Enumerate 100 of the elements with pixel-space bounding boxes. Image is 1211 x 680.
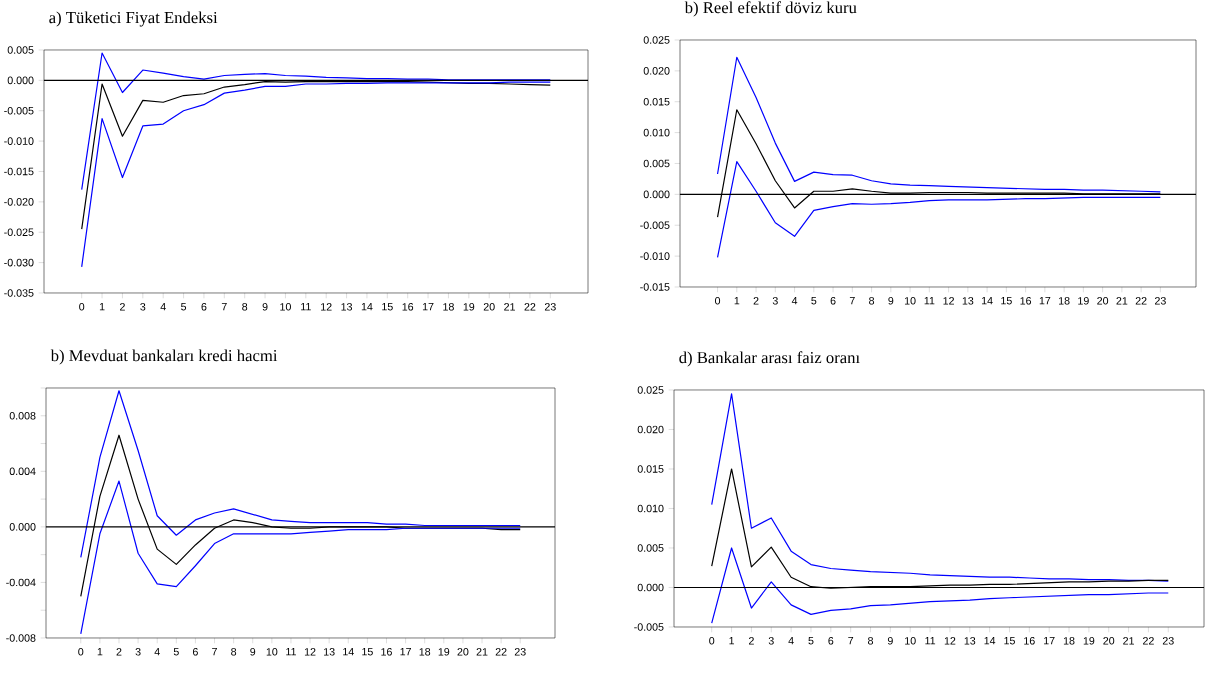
x-tick-label: 6 bbox=[828, 637, 834, 645]
x-tick-label: 14 bbox=[361, 303, 373, 311]
x-tick-label: 15 bbox=[382, 303, 393, 311]
y-tick-label: -0.005 bbox=[634, 623, 664, 631]
x-tick-label: 22 bbox=[495, 648, 507, 656]
y-tick-label: -0.008 bbox=[6, 634, 36, 642]
x-tick-label: 20 bbox=[483, 303, 495, 311]
x-tick-label: 12 bbox=[321, 303, 332, 311]
x-tick-label: 3 bbox=[140, 303, 146, 311]
x-tick-label: 16 bbox=[381, 648, 392, 656]
x-tick-label: 19 bbox=[438, 648, 450, 656]
x-tick-label: 23 bbox=[514, 648, 526, 656]
x-tick-label: 9 bbox=[262, 303, 268, 311]
x-tick-label: 0 bbox=[715, 297, 721, 305]
x-tick-label: 20 bbox=[457, 648, 469, 656]
x-tick-label: 14 bbox=[981, 297, 993, 305]
y-tick-label: 0.015 bbox=[637, 465, 664, 473]
x-tick-label: 1 bbox=[729, 637, 735, 645]
x-tick-label: 21 bbox=[476, 648, 488, 656]
x-tick-label: 14 bbox=[343, 648, 354, 656]
x-tick-label: 6 bbox=[830, 297, 836, 305]
x-tick-label: 9 bbox=[250, 648, 256, 656]
x-tick-label: 10 bbox=[904, 297, 916, 305]
y-tick-label: -0.004 bbox=[6, 578, 36, 587]
chart-title: b) Mevduat bankaları kredi hacmi bbox=[50, 349, 278, 365]
x-tick-label: 20 bbox=[1103, 637, 1115, 645]
y-tick-label: 0.005 bbox=[637, 544, 664, 552]
y-tick-label: -0.030 bbox=[4, 258, 34, 267]
x-tick-label: 2 bbox=[116, 648, 122, 656]
x-tick-label: 16 bbox=[1024, 637, 1035, 645]
x-tick-label: 11 bbox=[925, 637, 936, 645]
x-tick-label: 10 bbox=[280, 303, 291, 311]
x-tick-label: 3 bbox=[772, 297, 778, 305]
x-tick-label: 3 bbox=[768, 637, 774, 645]
x-tick-label: 7 bbox=[849, 297, 855, 305]
x-tick-label: 16 bbox=[402, 303, 414, 311]
x-tick-label: 15 bbox=[1004, 637, 1015, 645]
x-tick-label: 7 bbox=[848, 637, 854, 645]
x-tick-label: 13 bbox=[341, 303, 353, 311]
y-tick-label: 0.000 bbox=[637, 583, 664, 592]
y-tick-label: 0.020 bbox=[637, 425, 664, 434]
y-tick-label: 0.010 bbox=[637, 504, 664, 513]
y-tick-label: 0.025 bbox=[637, 386, 664, 394]
x-tick-label: 22 bbox=[1143, 637, 1154, 645]
x-tick-label: 4 bbox=[791, 297, 798, 305]
x-tick-label: 0 bbox=[709, 637, 715, 645]
x-tick-label: 20 bbox=[1097, 297, 1109, 305]
x-tick-label: 17 bbox=[422, 303, 434, 311]
y-tick-label: 0.008 bbox=[9, 411, 36, 420]
x-tick-label: 7 bbox=[212, 648, 217, 656]
x-tick-label: 21 bbox=[504, 303, 515, 311]
y-tick-label: 0.000 bbox=[9, 523, 36, 531]
y-tick-label: 0.015 bbox=[643, 97, 670, 106]
x-tick-label: 5 bbox=[173, 648, 179, 656]
x-tick-label: 23 bbox=[1162, 637, 1174, 645]
x-tick-label: 18 bbox=[443, 303, 454, 311]
x-tick-label: 11 bbox=[301, 303, 311, 311]
x-tick-label: 23 bbox=[544, 303, 556, 311]
x-tick-label: 5 bbox=[808, 637, 814, 645]
y-tick-label: -0.010 bbox=[4, 137, 34, 145]
x-tick-label: 23 bbox=[1155, 297, 1166, 305]
x-tick-label: 10 bbox=[905, 637, 916, 645]
x-tick-label: 9 bbox=[888, 297, 894, 305]
y-tick-label: 0.005 bbox=[7, 46, 34, 54]
x-tick-label: 13 bbox=[964, 637, 976, 645]
x-tick-label: 13 bbox=[324, 648, 335, 656]
y-tick-label: 0.004 bbox=[9, 467, 36, 476]
x-tick-label: 19 bbox=[1078, 297, 1089, 305]
x-tick-label: 7 bbox=[221, 303, 227, 311]
y-tick-label: 0.005 bbox=[643, 159, 670, 168]
x-tick-label: 15 bbox=[1001, 297, 1012, 305]
chart-title: d) Bankalar arası faiz oranı bbox=[679, 351, 860, 367]
x-tick-label: 5 bbox=[181, 303, 187, 311]
y-tick-label: 0.010 bbox=[643, 128, 670, 137]
x-tick-label: 6 bbox=[193, 648, 198, 656]
y-tick-label: -0.005 bbox=[640, 221, 670, 230]
x-tick-label: 11 bbox=[924, 297, 935, 305]
x-tick-label: 1 bbox=[97, 648, 103, 656]
x-tick-label: 21 bbox=[1116, 297, 1128, 305]
x-tick-label: 8 bbox=[868, 637, 874, 645]
x-tick-label: 17 bbox=[400, 648, 411, 656]
y-tick-label: -0.025 bbox=[4, 228, 34, 237]
x-tick-label: 22 bbox=[524, 303, 536, 311]
y-tick-label: -0.015 bbox=[4, 167, 34, 176]
x-tick-label: 18 bbox=[1063, 637, 1075, 645]
y-tick-label: -0.020 bbox=[4, 198, 34, 206]
x-tick-label: 2 bbox=[749, 637, 754, 645]
x-tick-label: 21 bbox=[1123, 637, 1134, 645]
x-tick-label: 0 bbox=[79, 303, 85, 311]
y-tick-label: -0.005 bbox=[4, 106, 34, 115]
x-tick-label: 4 bbox=[160, 303, 166, 311]
x-tick-label: 9 bbox=[887, 637, 893, 645]
x-tick-label: 1 bbox=[99, 303, 105, 311]
x-tick-label: 8 bbox=[869, 297, 875, 305]
x-tick-label: 19 bbox=[1083, 637, 1095, 645]
chart-title: b) Reel efektif döviz kuru bbox=[684, 1, 857, 17]
x-tick-label: 4 bbox=[154, 648, 160, 656]
x-tick-label: 2 bbox=[120, 303, 125, 311]
x-tick-label: 18 bbox=[419, 648, 431, 656]
x-tick-label: 18 bbox=[1059, 297, 1070, 305]
